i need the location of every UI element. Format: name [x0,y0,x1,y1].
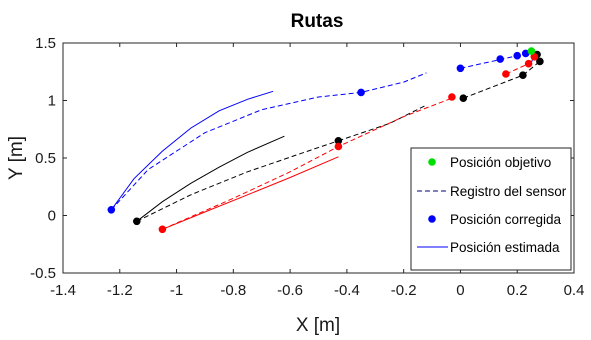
series-5-line [136,140,339,222]
series-12-marker-1 [334,142,343,151]
series-0-line [110,90,274,211]
series-1-line [110,72,427,211]
legend-label-3: Posición estimada [450,240,560,255]
series-10-line [162,97,453,230]
x-tick-label-1: -1.2 [107,282,133,299]
series-6-line [338,104,427,142]
series-8-marker-2 [459,94,468,102]
plot-area [107,47,544,234]
y-tick-label-0: -0.5 [30,265,56,282]
series-4-line [136,135,285,222]
x-tick-label-2: -1 [170,282,183,299]
x-tick-label-8: 0.2 [507,282,528,299]
series-8-marker-0 [133,217,141,226]
series-3-marker-4 [513,51,521,60]
series-3-marker-3 [496,55,505,63]
chart-title: Rutas [291,11,344,32]
x-tick-label-5: -0.4 [334,282,360,299]
legend-label-1: Registro del sensor [450,184,567,199]
series-3-marker-2 [456,64,465,73]
series-3-marker-1 [357,88,365,97]
series-11-line [505,50,538,75]
x-tick-label-9: 0.4 [564,282,585,299]
series-3-marker-0 [107,206,116,214]
series-8-marker-3 [519,71,527,79]
x-tick-label-4: -0.6 [277,282,303,299]
series-9-line [162,156,339,230]
series-13-marker-0 [527,47,536,55]
legend-label-2: Posición corregida [450,212,562,227]
x-axis-label: X [m] [296,315,340,336]
series-12-marker-0 [158,225,167,234]
y-tick-label-1: 0 [48,208,56,225]
x-tick-label-0: -1.4 [50,282,76,299]
series-12-marker-3 [502,70,510,78]
y-axis-label: Y [m] [6,136,27,180]
series-8-marker-4 [536,57,544,66]
legend-marker-0 [428,158,436,166]
y-tick-label-3: 1 [48,93,56,110]
x-tick-label-3: -0.8 [220,282,246,299]
legend-label-0: Posición objetivo [450,155,551,170]
series-12-marker-4 [524,59,533,68]
y-tick-label-2: 0.5 [35,150,56,167]
x-tick-label-7: 0 [456,282,464,299]
legend-box [410,147,572,271]
series-12-marker-2 [448,93,456,101]
legend-marker-2 [428,215,436,223]
y-tick-label-4: 1.5 [35,35,56,52]
legend: Posición objetivo Registro del sensor Posi… [410,147,572,271]
x-tick-label-6: -0.2 [391,282,417,299]
axis-ticks: -1.4 -1.2 -1 -0.8 -0.6 -0.4 -0.2 0 0.2 0.4 -0.5 0 0.… [30,35,584,299]
